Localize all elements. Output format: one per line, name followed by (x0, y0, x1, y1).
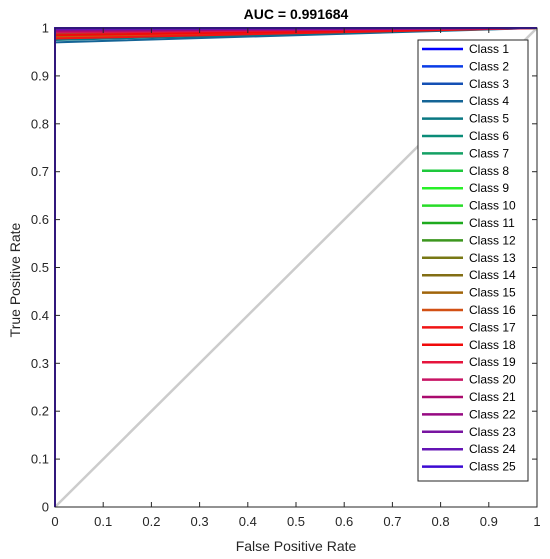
x-tick-label: 0.7 (383, 514, 401, 529)
legend-label-class-1: Class 1 (469, 42, 509, 56)
legend-label-class-24: Class 24 (469, 442, 516, 456)
x-tick-label: 0.8 (432, 514, 450, 529)
y-tick-label: 0.2 (31, 404, 49, 419)
y-tick-label: 0.6 (31, 212, 49, 227)
legend-label-class-4: Class 4 (469, 94, 509, 108)
y-tick-label: 0.4 (31, 308, 49, 323)
legend-label-class-5: Class 5 (469, 112, 509, 126)
x-tick-label: 1 (533, 514, 540, 529)
legend-label-class-12: Class 12 (469, 233, 516, 247)
x-tick-label: 0.4 (239, 514, 257, 529)
x-tick-label: 0.2 (142, 514, 160, 529)
y-tick-label: 0 (42, 500, 49, 515)
legend-label-class-13: Class 13 (469, 251, 516, 265)
legend-label-class-20: Class 20 (469, 373, 516, 387)
legend-label-class-22: Class 22 (469, 407, 516, 421)
y-axis-ticks: 0 0.1 0.2 0.3 0.4 0.5 0.6 0.7 0.8 0.9 1 (31, 21, 537, 515)
y-axis-label: True Positive Rate (7, 222, 23, 337)
y-tick-label: 0.7 (31, 164, 49, 179)
legend-label-class-6: Class 6 (469, 129, 509, 143)
legend-label-class-21: Class 21 (469, 390, 516, 404)
y-tick-label: 0.9 (31, 68, 49, 83)
x-tick-label: 0.1 (94, 514, 112, 529)
y-tick-label: 0.1 (31, 452, 49, 467)
legend: Class 1 Class 2 Class 3 Class 4 Class 5 Class… (417, 39, 529, 482)
legend-label-class-25: Class 25 (469, 460, 516, 474)
legend-label-class-3: Class 3 (469, 77, 509, 91)
legend-label-class-15: Class 15 (469, 286, 516, 300)
legend-label-class-11: Class 11 (469, 216, 515, 230)
legend-label-class-7: Class 7 (469, 146, 509, 160)
x-tick-label: 0.9 (480, 514, 498, 529)
legend-label-class-19: Class 19 (469, 355, 516, 369)
y-tick-label: 0.8 (31, 116, 49, 131)
x-axis-label: False Positive Rate (236, 538, 357, 554)
legend-label-class-18: Class 18 (469, 338, 516, 352)
legend-label-class-16: Class 16 (469, 303, 516, 317)
x-axis-ticks: 0 0.1 0.2 0.3 0.4 0.5 0.6 0.7 0.8 0.9 1 (51, 28, 541, 529)
legend-label-class-2: Class 2 (469, 59, 509, 73)
y-tick-label: 0.5 (31, 260, 49, 275)
legend-label-class-9: Class 9 (469, 181, 509, 195)
legend-box (417, 39, 529, 482)
x-tick-label: 0.3 (191, 514, 209, 529)
y-tick-label: 1 (42, 21, 49, 36)
y-tick-label: 0.3 (31, 356, 49, 371)
legend-label-class-10: Class 10 (469, 199, 516, 213)
x-tick-label: 0.6 (335, 514, 353, 529)
legend-label-class-14: Class 14 (469, 268, 516, 282)
x-tick-label: 0.5 (287, 514, 305, 529)
legend-label-class-8: Class 8 (469, 164, 509, 178)
x-tick-label: 0 (51, 514, 58, 529)
chart-title: AUC = 0.991684 (244, 6, 349, 22)
legend-label-class-17: Class 17 (469, 320, 516, 334)
legend-label-class-23: Class 23 (469, 425, 516, 439)
